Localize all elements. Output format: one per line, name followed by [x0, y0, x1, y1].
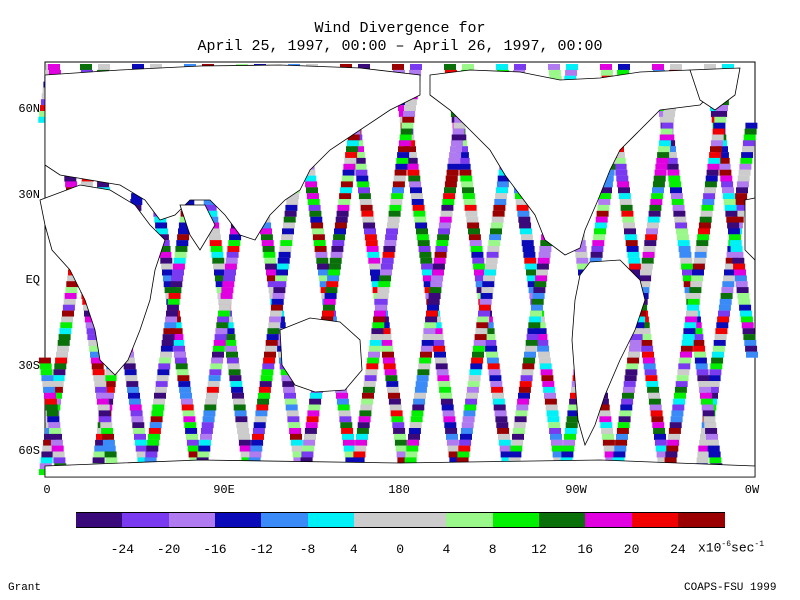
lat-label-60n: 60N	[18, 102, 40, 116]
greenland-land	[689, 67, 741, 111]
colorbar-tick-label: 12	[531, 542, 547, 557]
colorbar-tick-label: 24	[670, 542, 686, 557]
colorbar-swatch	[122, 512, 170, 528]
australia-land	[279, 317, 363, 393]
north-america-land	[429, 69, 721, 256]
org-credit: COAPS-FSU 1999	[684, 582, 777, 594]
colorbar-tick-label: -20	[156, 542, 181, 557]
coastlines	[39, 64, 756, 478]
colorbar-tick-label: 16	[577, 542, 594, 557]
colorbar-tick-label: 0	[396, 542, 404, 557]
eurasia-land	[44, 64, 421, 241]
colorbar-tick-label: 4	[442, 542, 451, 557]
author-credit: Grant	[8, 582, 42, 594]
colorbar-tick-label: -8	[299, 542, 316, 557]
colorbar-swatch	[677, 512, 726, 528]
colorbar-swatch	[492, 512, 540, 528]
lon-label-0w: 0W	[744, 483, 760, 497]
lon-label-0: 0	[43, 483, 51, 497]
lat-label-30n: 30N	[18, 188, 40, 202]
lon-label-90w: 90W	[565, 483, 587, 497]
colorbar-tick-label: 20	[623, 542, 640, 557]
lon-label-90e: 90E	[213, 483, 235, 497]
colorbar-swatch	[585, 512, 633, 528]
lon-label-180: 180	[388, 483, 410, 497]
lat-label-30s: 30S	[18, 359, 40, 373]
africa-land	[39, 184, 166, 376]
colorbar-swatch	[539, 512, 587, 528]
antarctica-land	[44, 459, 756, 478]
colorbar-swatch	[261, 512, 309, 528]
south-america-land	[571, 259, 646, 447]
colorbar-tick-label: 4	[349, 542, 358, 557]
colorbar-tick-label: -12	[249, 542, 273, 557]
map-title: Wind Divergence for	[314, 20, 486, 37]
africa-land-east	[744, 197, 756, 261]
colorbar-units: x10-6sec-1	[698, 540, 765, 556]
colorbar-swatch	[214, 512, 263, 528]
colorbar-tick-label: -16	[203, 542, 227, 557]
colorbar-swatch	[353, 512, 402, 528]
colorbar-swatch	[307, 512, 355, 528]
colorbar-tick-label: 8	[488, 542, 497, 557]
colorbar-tick-label: -24	[110, 542, 134, 557]
india-land	[179, 204, 216, 251]
colorbar-swatch	[400, 512, 448, 528]
colorbar-swatch	[446, 512, 494, 528]
colorbar-swatch	[631, 512, 679, 528]
map-date-range: April 25, 1997, 00:00 – April 26, 1997, …	[197, 38, 603, 55]
lat-label-eq: EQ	[25, 273, 40, 287]
colorbar-swatch	[168, 512, 216, 528]
lat-label-60s: 60S	[18, 444, 40, 458]
colorbar-swatch	[76, 512, 124, 528]
